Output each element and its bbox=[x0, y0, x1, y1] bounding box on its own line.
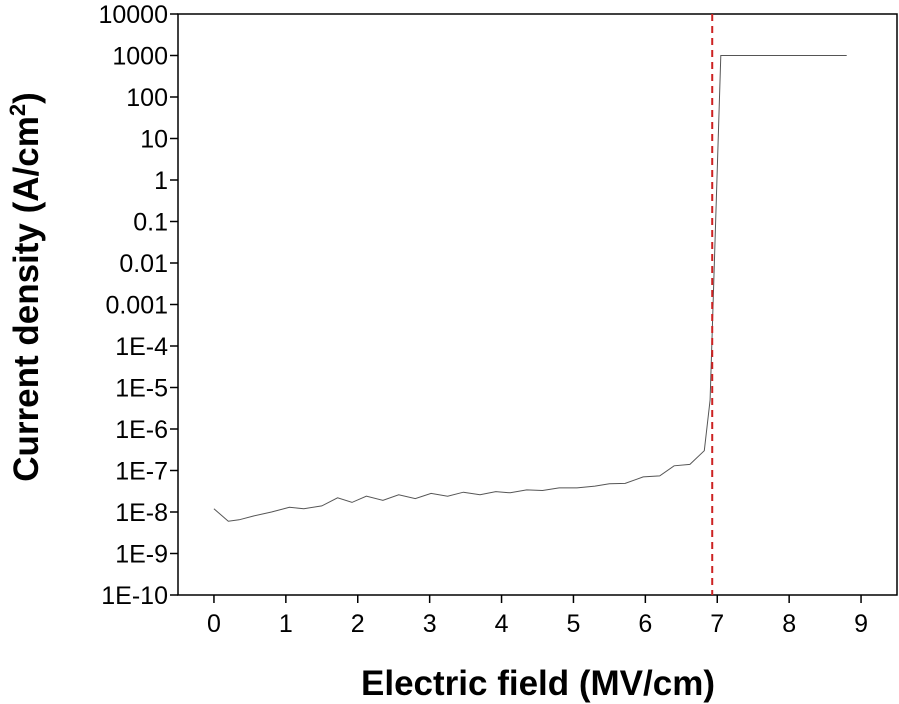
x-tick-label: 2 bbox=[351, 610, 365, 638]
y-tick-label: 1E-7 bbox=[115, 458, 168, 486]
y-axis-title-superscript: 2 bbox=[5, 104, 30, 116]
y-tick-label: 100 bbox=[126, 84, 168, 112]
y-tick-label: 1E-5 bbox=[115, 375, 168, 403]
x-axis-title: Electric field (MV/cm) bbox=[361, 664, 715, 703]
x-tick-label: 1 bbox=[279, 610, 293, 638]
y-tick-label: 10000 bbox=[98, 1, 168, 29]
x-tick-label: 7 bbox=[710, 610, 724, 638]
x-axis: 0 1 2 3 4 5 6 7 8 9 bbox=[207, 595, 868, 638]
y-axis-title: Current density (A/cm2) bbox=[5, 92, 46, 482]
x-tick-label: 4 bbox=[495, 610, 509, 638]
x-tick-label: 3 bbox=[423, 610, 437, 638]
x-tick-label: 9 bbox=[854, 610, 868, 638]
y-tick-label: 0.01 bbox=[119, 250, 168, 278]
y-axis-title-main: Current density (A/cm bbox=[7, 116, 46, 482]
y-tick-label: 1E-8 bbox=[115, 499, 168, 527]
y-tick-label: 1E-4 bbox=[115, 333, 168, 361]
x-tick-label: 5 bbox=[566, 610, 580, 638]
y-tick-label: 1000 bbox=[112, 43, 168, 71]
y-tick-label: 1E-9 bbox=[115, 541, 168, 569]
y-tick-label: 0.1 bbox=[133, 209, 168, 237]
y-tick-label: 1E-10 bbox=[101, 582, 168, 610]
y-axis-title-close: ) bbox=[7, 92, 46, 104]
y-tick-label: 1 bbox=[154, 167, 168, 195]
y-tick-label: 10 bbox=[140, 126, 168, 154]
y-tick-label: 1E-6 bbox=[115, 416, 168, 444]
x-tick-label: 6 bbox=[638, 610, 652, 638]
x-tick-label: 0 bbox=[207, 610, 221, 638]
y-axis: 1E-10 1E-9 1E-8 1E-7 1E-6 1E-5 1E-4 0.001 0.01 0.… bbox=[98, 1, 178, 610]
y-tick-label: 0.001 bbox=[105, 292, 168, 320]
series-line bbox=[213, 55, 847, 522]
x-tick-label: 8 bbox=[782, 610, 796, 638]
